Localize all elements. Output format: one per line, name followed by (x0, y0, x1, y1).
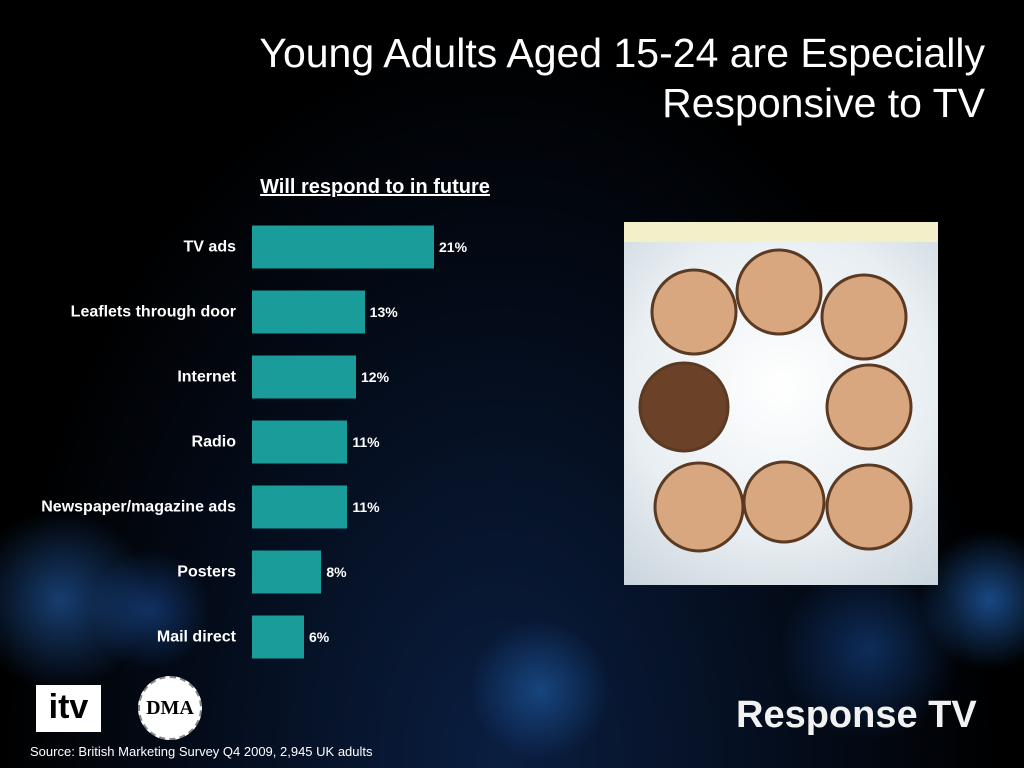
bar (252, 355, 356, 399)
itv-logo: itv (36, 685, 101, 732)
chart-title: Will respond to in future (260, 176, 490, 198)
category-label: Posters (177, 563, 236, 581)
bar (252, 550, 322, 594)
bar (252, 225, 434, 269)
dma-logo: DMA (138, 676, 202, 740)
category-label: Mail direct (156, 628, 236, 646)
category-label: Newspaper/magazine ads (41, 498, 236, 516)
bar (252, 290, 365, 334)
category-label: Internet (177, 368, 236, 386)
bar (252, 420, 348, 464)
value-label: 13% (369, 304, 398, 320)
bar (252, 615, 304, 659)
value-label: 8% (326, 564, 347, 580)
category-label: Leaflets through door (70, 303, 236, 321)
photo (624, 222, 938, 585)
value-label: 11% (352, 499, 380, 515)
slide-title: Young Adults Aged 15-24 are Especially R… (259, 30, 985, 126)
value-label: 11% (352, 434, 380, 450)
brand-logo: Response TV (736, 694, 977, 736)
value-label: 21% (439, 239, 468, 255)
source-note: Source: British Marketing Survey Q4 2009… (30, 744, 373, 759)
category-label: Radio (191, 433, 236, 451)
value-label: 6% (309, 629, 330, 645)
photo-art (624, 222, 938, 553)
value-label: 12% (361, 369, 390, 385)
bar (252, 485, 348, 529)
category-label: TV ads (183, 238, 236, 256)
